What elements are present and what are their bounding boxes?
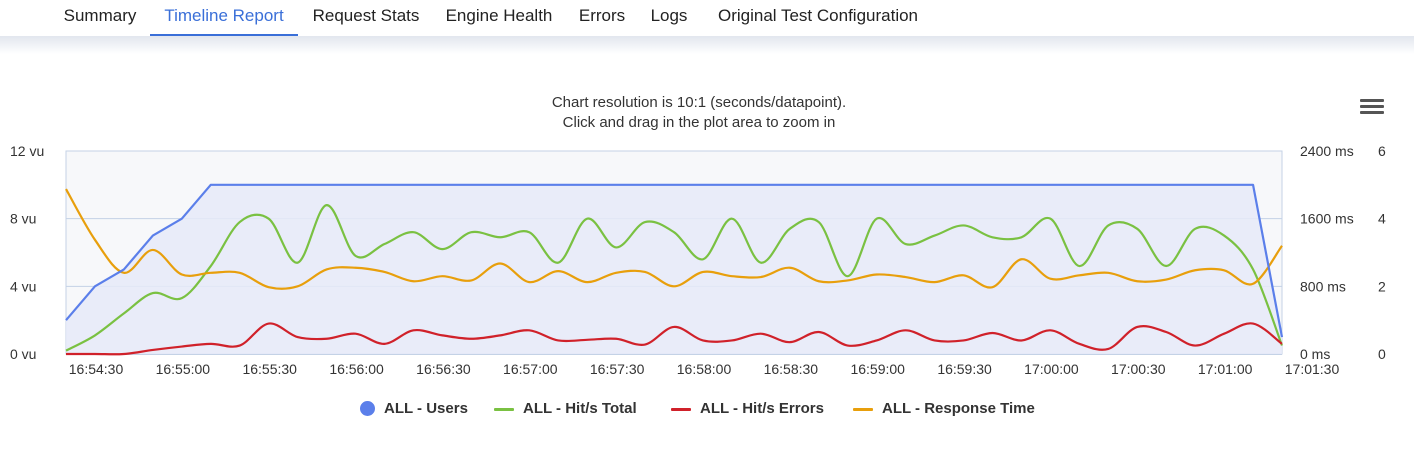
legend-label: ALL - Users (384, 400, 468, 417)
y-axis-left-label: 12 vu (10, 143, 44, 159)
y-axis-right-hits-label: 2 (1378, 278, 1386, 294)
tab-timeline-report[interactable]: Timeline Report (150, 0, 298, 36)
y-axis-right-hits-label: 6 (1378, 143, 1386, 159)
timeline-chart[interactable]: 0 vu 4 vu 8 vu 12 vu 0 ms 800 ms 1600 ms 2400 m… (0, 54, 1414, 398)
chart-subtitle-line-1: Chart resolution is 10:1 (seconds/datapo… (551, 94, 847, 111)
x-axis-tick-label: 17:01:00 (1198, 361, 1253, 377)
series-users-line (65, 183, 1284, 338)
y-axis-right-ms-label: 800 ms (1300, 278, 1346, 294)
x-axis-tick-label: 16:59:30 (937, 361, 992, 377)
swatch-users-dot (360, 401, 375, 416)
swatch-response-time-line (853, 408, 873, 411)
report-tab-bar: Summary Timeline Report Request Stats En… (0, 0, 1414, 36)
x-axis-tick-label: 17:00:30 (1111, 361, 1166, 377)
legend-item-users[interactable]: ALL - Users (358, 398, 468, 420)
x-axis-tick-label: 16:58:30 (764, 361, 819, 377)
x-axis-tick-label: 16:56:30 (416, 361, 471, 377)
swatch-hits-total-line (494, 408, 514, 411)
chart-legend: ALL - Users ALL - Hit/s Total ALL - Hit/s … (0, 398, 1414, 420)
x-axis-tick-label: 16:55:00 (156, 361, 211, 377)
x-axis-tick-label: 16:55:30 (242, 361, 297, 377)
legend-label: ALL - Hit/s Errors (700, 400, 824, 417)
x-axis-tick-label: 16:59:00 (850, 361, 905, 377)
series-hits-total-line (65, 204, 1284, 352)
x-axis-tick-label: 16:57:00 (503, 361, 558, 377)
x-axis-tick-label: 17:00:00 (1024, 361, 1079, 377)
y-axis-right-hits-label: 4 (1378, 211, 1386, 227)
legend-item-response-time[interactable]: ALL - Response Time (853, 398, 1035, 420)
y-axis-left-label: 4 vu (10, 278, 36, 294)
x-axis-tick-label: 16:54:30 (69, 361, 124, 377)
tab-engine-health[interactable]: Engine Health (445, 6, 553, 25)
tab-bar-shadow (0, 36, 1414, 54)
y-axis-right-ms-label: 0 ms (1300, 346, 1330, 362)
tab-original-test-configuration[interactable]: Original Test Configuration (717, 6, 918, 25)
legend-label: ALL - Hit/s Total (523, 400, 637, 417)
legend-item-hits-errors[interactable]: ALL - Hit/s Errors (671, 398, 824, 420)
y-axis-right-ms-label: 1600 ms (1300, 211, 1354, 227)
x-axis-tick-label: 16:57:30 (590, 361, 645, 377)
tab-request-stats[interactable]: Request Stats (312, 6, 420, 25)
series-hits-errors-line (65, 322, 1283, 356)
y-axis-right-hits-label: 0 (1378, 346, 1386, 362)
x-axis-tick-label: 16:56:00 (329, 361, 384, 377)
y-axis-left-label: 0 vu (10, 346, 36, 362)
y-axis-left-label: 8 vu (10, 211, 36, 227)
series-response-time-line (65, 188, 1283, 290)
swatch-hits-errors-line (671, 408, 691, 411)
hamburger-menu-icon[interactable] (1358, 96, 1386, 116)
tab-errors[interactable]: Errors (578, 6, 626, 25)
y-axis-right-ms-label: 2400 ms (1300, 143, 1354, 159)
tab-logs[interactable]: Logs (650, 6, 688, 25)
x-axis-tick-label: 16:58:00 (677, 361, 732, 377)
users-area-fill (66, 184, 1282, 354)
chart-subtitle-line-2: Click and drag in the plot area to zoom … (562, 114, 836, 131)
tab-summary[interactable]: Summary (63, 6, 137, 25)
legend-label: ALL - Response Time (882, 400, 1035, 417)
x-axis-tick-label: 17:01:30 (1285, 361, 1340, 377)
legend-item-hits-total[interactable]: ALL - Hit/s Total (494, 398, 637, 420)
